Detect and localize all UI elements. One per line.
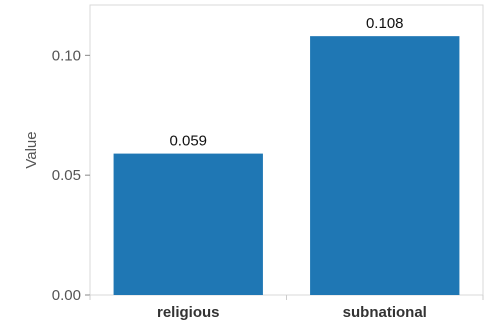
y-axis-title: Value: [23, 131, 40, 168]
y-tick-label: 0.00: [52, 287, 81, 304]
bar-religious: [113, 153, 263, 295]
data-label-religious: 0.059: [169, 133, 207, 150]
x-category-label: subnational: [343, 304, 427, 321]
x-category-label: religious: [157, 304, 220, 321]
bar-subnational: [310, 36, 460, 296]
data-label-subnational: 0.108: [366, 15, 404, 32]
y-tick-label: 0.10: [52, 47, 81, 64]
y-tick-label: 0.05: [52, 167, 81, 184]
